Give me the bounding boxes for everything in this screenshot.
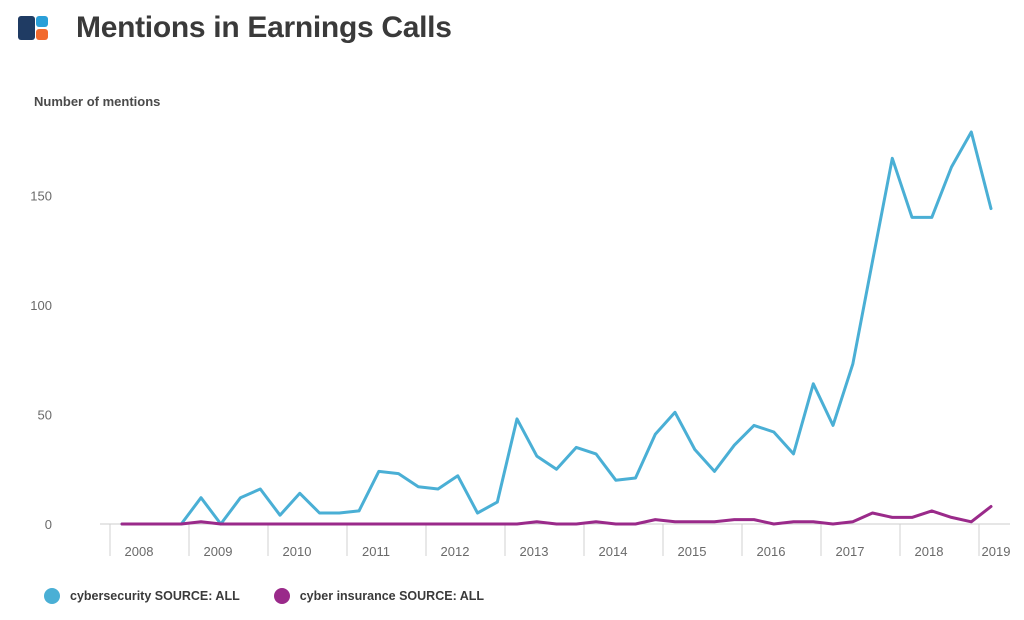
y-tick-label: 50 [38,408,52,423]
legend-item-cyber-insurance[interactable]: cyber insurance SOURCE: ALL [273,588,485,604]
chart-header: Mentions in Earnings Calls [18,8,452,48]
y-axis-label: Number of mentions [34,94,161,109]
x-tick-label: 2012 [441,544,470,559]
x-tick-label: 2019 [982,544,1011,559]
x-tick-label: 2011 [362,544,390,559]
x-tick-label: 2010 [283,544,312,559]
x-tick-label: 2016 [757,544,786,559]
legend: cybersecurity SOURCE: ALL cyber insuranc… [44,588,518,604]
y-tick-label: 150 [30,189,52,204]
x-tick-label: 2018 [915,544,944,559]
x-tick-label: 2014 [599,544,628,559]
legend-swatch-cyber-insurance [273,588,290,604]
series-line-cybersecurity[interactable] [120,130,993,526]
legend-label-cybersecurity: cybersecurity SOURCE: ALL [70,589,240,603]
legend-swatch-cybersecurity [44,588,60,604]
legend-item-cybersecurity[interactable]: cybersecurity SOURCE: ALL [44,588,240,604]
y-tick-label: 100 [30,298,52,313]
x-tick-label: 2008 [125,544,154,559]
x-tick-label: 2009 [204,544,233,559]
legend-label-cyber-insurance: cyber insurance SOURCE: ALL [299,589,485,603]
x-tick-label: 2017 [836,544,865,559]
logo-icon [18,16,48,40]
y-tick-label: 0 [45,517,52,532]
series-line-cyber-insurance[interactable] [120,505,993,526]
x-tick-label: 2013 [520,544,549,559]
x-tick-label: 2015 [678,544,707,559]
chart-title: Mentions in Earnings Calls [76,11,452,44]
